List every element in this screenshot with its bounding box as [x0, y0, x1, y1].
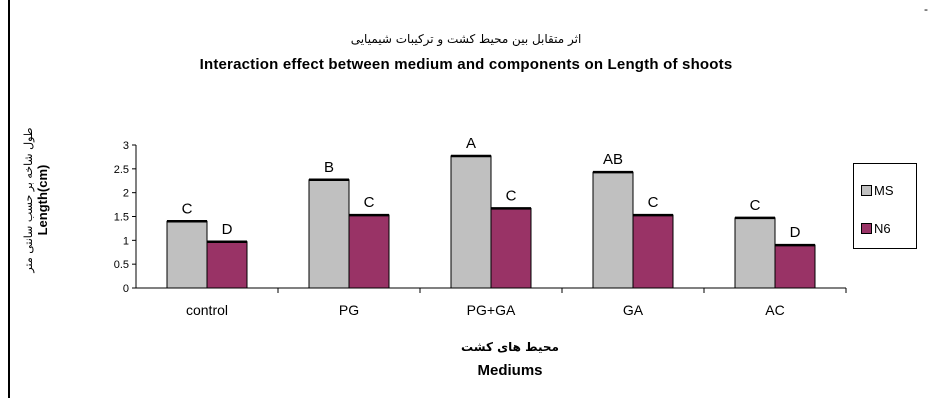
- y-tick-label: 0: [123, 283, 129, 295]
- bar-ms-3: [592, 171, 634, 289]
- y-tick-label: 2: [123, 188, 129, 200]
- bar-letter-label: C: [750, 197, 761, 214]
- legend: MS N6: [853, 163, 917, 249]
- bar-letter-label: C: [506, 187, 517, 204]
- x-axis-label-persian: محیط های کشت: [461, 340, 559, 354]
- legend-swatch-n6: [861, 222, 872, 234]
- chart-title: Interaction effect between medium and co…: [199, 56, 733, 73]
- bar-ms-2: [450, 155, 492, 289]
- legend-item-ms: MS: [861, 182, 894, 198]
- y-tick-label: 1.5: [114, 212, 129, 224]
- y-tick-label: 2.5: [114, 164, 129, 176]
- corner-mark: -: [924, 2, 928, 16]
- bar-letter-label: A: [466, 135, 476, 152]
- x-axis-label: Mediums: [477, 362, 543, 379]
- x-tick-label-0: control: [186, 302, 228, 318]
- bar-letter-label: C: [648, 194, 659, 211]
- bar-ms-4: [734, 217, 776, 289]
- bar-n6-1: [348, 214, 390, 289]
- x-tick-label-2: PG+GA: [467, 302, 516, 318]
- legend-swatch-ms: [861, 184, 872, 196]
- bar-ms-0: [166, 220, 208, 289]
- y-tick-label: 1: [123, 235, 129, 247]
- bar-ms-1: [308, 179, 350, 289]
- bar-n6-0: [206, 241, 248, 289]
- x-tick-label-4: AC: [765, 302, 784, 318]
- left-frame-line: [8, 0, 10, 398]
- legend-label-ms: MS: [874, 182, 894, 198]
- bar-letter-label: D: [222, 221, 233, 238]
- bar-letter-label: D: [790, 224, 801, 241]
- y-tick-label: 3: [123, 140, 129, 152]
- bar-letter-label: B: [324, 159, 334, 176]
- legend-item-n6: N6: [861, 220, 891, 236]
- chart-title-persian: اثر متقابل بین محیط کشت و ترکیبات شیمیای…: [350, 32, 582, 46]
- legend-label-n6: N6: [874, 220, 891, 236]
- bar-n6-4: [774, 244, 816, 289]
- x-tick-label-3: GA: [623, 302, 644, 318]
- bar-n6-3: [632, 214, 674, 289]
- y-tick-label: 0.5: [114, 259, 129, 271]
- x-tick-label-1: PG: [339, 302, 359, 318]
- bar-letter-label: C: [364, 194, 375, 211]
- bar-n6-2: [490, 207, 532, 289]
- bar-letter-label: AB: [603, 151, 623, 168]
- bar-letter-label: C: [182, 200, 193, 217]
